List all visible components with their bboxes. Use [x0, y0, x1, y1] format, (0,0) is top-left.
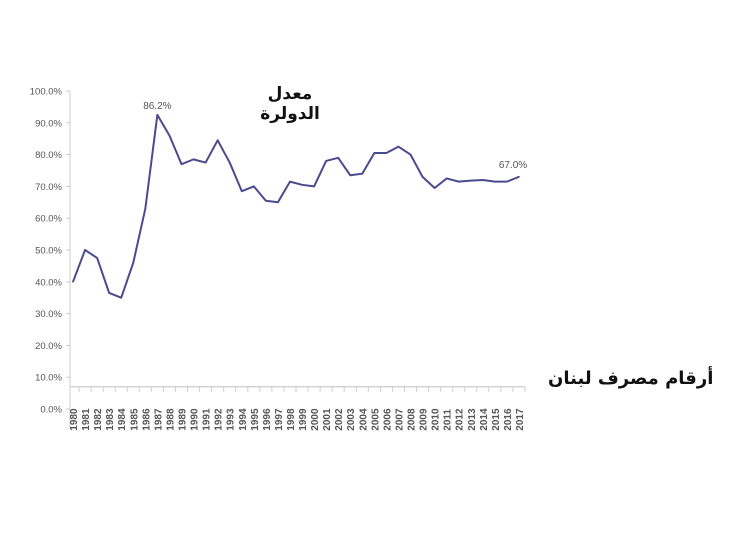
x-tick-label: 1993 [226, 408, 237, 431]
x-tick-label: 1988 [165, 408, 176, 431]
data-point [482, 179, 484, 181]
data-point [192, 158, 195, 161]
x-tick-label: 1984 [117, 408, 128, 431]
y-tick-label: 50.0% [35, 246, 62, 257]
x-tick-label: 2003 [346, 408, 357, 431]
data-point [277, 201, 279, 204]
x-tick-label: 1994 [238, 408, 249, 431]
x-tick-label: 2005 [370, 408, 381, 431]
x-tick-label: 2014 [479, 408, 490, 431]
x-tick-label: 2006 [382, 408, 393, 431]
x-tick-label: 1997 [274, 408, 285, 431]
series-line [72, 113, 520, 299]
data-point [457, 180, 460, 183]
chart-title: معدل الدولرة [260, 84, 320, 124]
x-tick-label: 1980 [69, 408, 80, 431]
data-point [156, 114, 159, 116]
x-tick-label: 1983 [105, 408, 116, 431]
data-point [361, 172, 364, 175]
y-tick-label: 10.0% [35, 373, 62, 384]
data-point [253, 185, 255, 188]
y-tick-label: 90.0% [35, 118, 62, 129]
data-point [180, 163, 183, 165]
x-tick-label: 1987 [153, 408, 164, 431]
y-tick-label: 100.0% [30, 87, 63, 98]
source-note: أرقام مصرف لبنان [548, 368, 714, 389]
data-point [409, 153, 412, 156]
data-point [325, 160, 327, 162]
data-point [301, 184, 303, 186]
x-tick-label: 1981 [81, 408, 92, 431]
data-point [518, 176, 520, 178]
data-point [433, 187, 436, 189]
data-point [373, 152, 376, 154]
x-tick-label: 2002 [334, 408, 345, 431]
data-point [265, 199, 267, 202]
x-tick-label: 1991 [202, 408, 213, 431]
y-tick-label: 60.0% [35, 214, 62, 225]
x-tick-label: 1989 [177, 408, 188, 431]
data-point [72, 281, 74, 283]
data-label: 86.2% [143, 101, 171, 112]
x-tick-label: 1996 [262, 408, 273, 431]
x-tick-label: 2009 [419, 408, 430, 431]
x-tick-label: 2011 [443, 409, 454, 431]
x-tick-label: 1990 [190, 408, 201, 431]
data-point [397, 145, 400, 148]
x-tick-label: 2001 [322, 408, 333, 431]
data-point [337, 156, 339, 159]
data-point [445, 177, 448, 180]
x-tick-label: 1995 [250, 408, 261, 431]
x-tick-label: 2000 [310, 408, 321, 431]
x-tick-label: 2013 [467, 408, 478, 431]
data-point [240, 190, 243, 192]
data-point [216, 139, 219, 142]
x-tick-label: 2015 [491, 408, 502, 431]
x-tick-label: 2004 [358, 408, 369, 431]
x-tick-label: 1982 [93, 408, 104, 431]
y-tick-label: 30.0% [35, 309, 62, 320]
data-point [204, 161, 207, 164]
data-point [96, 257, 98, 259]
y-tick-label: 70.0% [35, 182, 62, 193]
x-tick-label: 2010 [431, 408, 442, 431]
x-tick-label: 1985 [129, 408, 140, 431]
data-label: 67.0% [499, 160, 527, 171]
data-point [469, 179, 472, 182]
data-point [506, 180, 508, 183]
data-point [289, 180, 291, 183]
x-tick-label: 1999 [298, 408, 309, 431]
data-point [349, 174, 352, 177]
x-tick-label: 1998 [286, 408, 297, 431]
y-tick-label: 0.0% [40, 405, 62, 416]
x-tick-label: 2008 [407, 408, 418, 431]
data-point [132, 261, 135, 264]
data-point [313, 185, 315, 188]
data-point [168, 134, 171, 137]
data-point [108, 292, 110, 294]
x-tick-label: 2017 [515, 408, 526, 431]
data-point [228, 161, 231, 164]
data-point [494, 180, 496, 183]
data-point [421, 176, 424, 178]
y-tick-label: 40.0% [35, 277, 62, 288]
y-tick-label: 80.0% [35, 150, 62, 161]
x-tick-label: 2016 [503, 408, 514, 431]
data-point [385, 152, 388, 154]
data-point [120, 296, 123, 299]
x-tick-label: 1992 [214, 408, 225, 431]
data-point [84, 249, 86, 251]
data-point [144, 207, 147, 210]
x-tick-label: 2007 [394, 408, 405, 431]
y-tick-label: 20.0% [35, 341, 62, 352]
x-tick-label: 2012 [455, 408, 466, 431]
x-tick-label: 1986 [141, 408, 152, 431]
